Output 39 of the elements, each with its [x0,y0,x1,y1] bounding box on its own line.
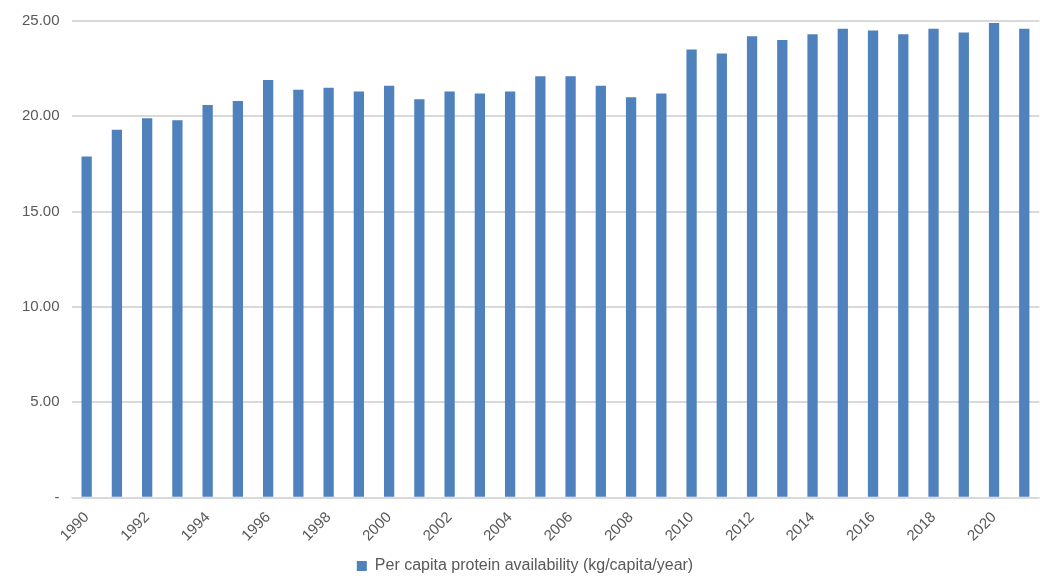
bar [383,85,395,497]
y-tick-label: 15.00 [21,201,60,219]
bar [625,97,637,497]
bar [656,93,667,497]
y-tick-label: 10.00 [21,297,60,315]
bar [867,30,879,497]
y-tick-label: 5.00 [30,392,60,410]
bar [807,34,818,497]
bar [746,36,758,497]
bar [262,80,274,497]
y-tick-label: - [54,487,60,505]
y-tick-label: 20.00 [21,106,60,124]
bar [898,34,909,497]
bar [504,91,516,497]
y-tick-label: 25.00 [21,11,60,29]
bar [928,28,939,497]
bar [958,32,969,497]
bar [142,118,153,497]
bar [323,87,334,497]
bar [595,85,606,497]
bar [202,104,213,497]
bar [837,28,848,497]
bar [565,76,576,497]
bar [81,156,92,497]
bar [172,120,183,497]
bar [444,91,455,497]
bar [686,49,697,497]
bar [111,129,123,497]
bar [353,91,365,497]
bar [988,22,1000,497]
bar [293,89,304,497]
legend-label: Per capita protein availability (kg/capita/year) [374,556,694,574]
bar [716,53,727,497]
bar [535,76,546,497]
bar [474,93,485,497]
bar [1019,28,1030,497]
bar [414,99,425,497]
bar [777,40,788,497]
bar [232,101,244,497]
